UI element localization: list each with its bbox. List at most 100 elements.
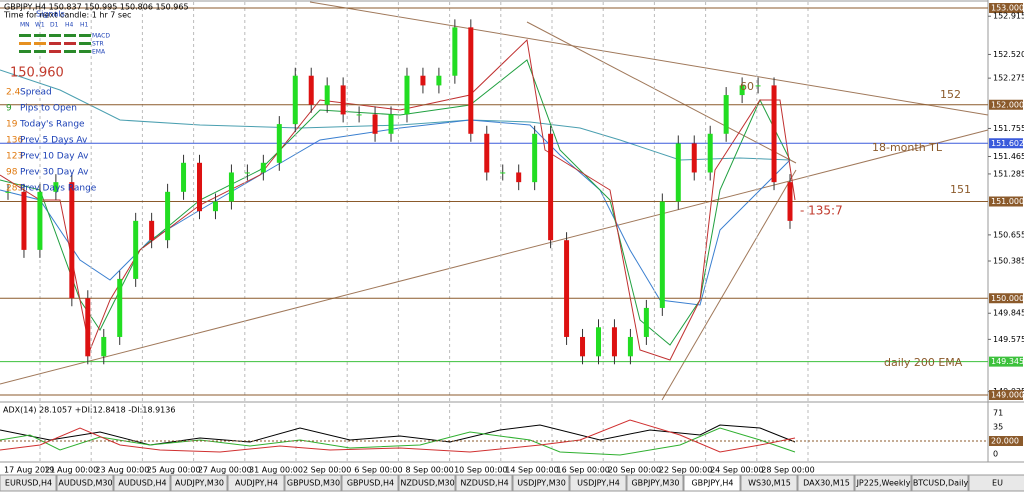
tab[interactable] xyxy=(911,474,969,492)
date-label: 16 Sep 00:00 xyxy=(556,466,609,475)
tab-label[interactable]: DAX30,M15 xyxy=(803,479,850,488)
signal-cell xyxy=(79,50,91,53)
tab[interactable] xyxy=(113,474,171,492)
tab[interactable] xyxy=(227,474,285,492)
candle xyxy=(260,162,266,173)
tab-label[interactable]: JP225,Weekly xyxy=(856,479,911,488)
price-tick-label: 151.602 xyxy=(991,139,1024,148)
candle xyxy=(37,191,43,250)
tab[interactable] xyxy=(341,474,399,492)
candle xyxy=(723,95,729,134)
indicator-tick-label: 35 xyxy=(993,423,1003,432)
date-label: 14 Sep 00:00 xyxy=(505,466,558,475)
stat-label: Prev 30 Day Av xyxy=(20,168,89,178)
date-label: 31 Aug 00:00 xyxy=(249,466,303,475)
candle xyxy=(787,182,793,221)
date-label: 27 Aug 00:00 xyxy=(198,466,252,475)
signal-cell xyxy=(79,42,91,45)
level-badge xyxy=(989,196,1023,207)
signal-cell xyxy=(34,50,46,53)
tab-label[interactable]: GBPJPY,H4 xyxy=(691,479,733,488)
annotation: 152 xyxy=(940,88,961,101)
trendline xyxy=(0,129,989,385)
tab-label[interactable]: AUDUSD,H4 xyxy=(118,479,166,488)
tab[interactable] xyxy=(683,474,741,492)
stat-value: 98 xyxy=(6,168,18,178)
tab[interactable] xyxy=(455,474,513,492)
candle xyxy=(212,201,218,212)
date-label: 25 Aug 00:00 xyxy=(147,466,201,475)
candle xyxy=(691,143,697,173)
candle xyxy=(707,133,713,173)
signal-row-label: EMA xyxy=(92,49,106,56)
candle xyxy=(516,172,522,183)
date-label: 22 Sep 00:00 xyxy=(659,466,712,475)
annotation: 151 xyxy=(950,183,971,196)
stat-value: 19 xyxy=(6,120,18,130)
price-tick-label: 149.845 xyxy=(993,309,1024,318)
candle xyxy=(500,172,506,174)
candle xyxy=(611,327,617,357)
candle xyxy=(468,27,474,134)
candle xyxy=(548,133,554,241)
tab-label[interactable]: USDJPY,M30 xyxy=(517,479,566,488)
tab-label[interactable]: GBPUSD,H4 xyxy=(347,479,394,488)
tab-label[interactable]: AUDJPY,H4 xyxy=(235,479,278,488)
tab-label[interactable]: USDJPY,H4 xyxy=(577,479,620,488)
stat-label: Prev Days Range xyxy=(20,184,97,194)
stat-label: Prev 10 Day Av xyxy=(20,152,89,162)
tab[interactable] xyxy=(512,474,570,492)
price-tick-label: 152.520 xyxy=(993,50,1024,59)
tab[interactable] xyxy=(797,474,855,492)
trendline xyxy=(526,21,797,164)
tab[interactable] xyxy=(170,474,228,492)
level-badge xyxy=(989,436,1023,446)
tab-label[interactable]: GBPJPY,M30 xyxy=(631,479,679,488)
tab[interactable] xyxy=(0,474,57,492)
tab-label[interactable]: EU xyxy=(992,479,1003,488)
tab[interactable] xyxy=(626,474,684,492)
stat-value: 283 xyxy=(6,184,23,194)
tab-label[interactable]: WS30,M15 xyxy=(748,479,791,488)
candle xyxy=(197,162,203,212)
tab[interactable] xyxy=(398,474,456,492)
signal-timeframe: D1 xyxy=(50,22,59,29)
tab-label[interactable]: NZDUSD,H4 xyxy=(460,479,508,488)
price-tick-label: 152.275 xyxy=(993,74,1024,83)
tab[interactable] xyxy=(569,474,627,492)
date-label: 10 Sep 00:00 xyxy=(454,466,507,475)
tab[interactable] xyxy=(968,474,1024,492)
tab-label[interactable]: NZDUSD,M30 xyxy=(400,479,454,488)
candle xyxy=(643,307,649,337)
candle xyxy=(771,85,777,183)
price-tick-label: 152.915 xyxy=(993,12,1024,21)
tab-label[interactable]: GBPUSD,M30 xyxy=(287,479,340,488)
candle xyxy=(117,278,123,337)
tab[interactable] xyxy=(284,474,342,492)
tab[interactable] xyxy=(740,474,798,492)
tab[interactable] xyxy=(854,474,912,492)
level-badge xyxy=(989,293,1023,304)
signal-row-label: STR xyxy=(92,41,104,48)
candle xyxy=(5,191,11,193)
tab-label[interactable]: AUDUSD,M30 xyxy=(58,479,112,488)
stat-value: 136 xyxy=(6,136,23,146)
tab[interactable] xyxy=(56,474,114,492)
tab-label[interactable]: EURUSD,H4 xyxy=(5,479,52,488)
price-tick-label: 151.465 xyxy=(993,152,1024,161)
adx-line xyxy=(0,424,796,446)
price-display: 150.960 xyxy=(10,66,64,81)
candle xyxy=(372,114,378,134)
tab-label[interactable]: AUDJPY,M30 xyxy=(175,479,224,488)
date-label: 8 Sep 00:00 xyxy=(405,466,453,475)
candle xyxy=(532,133,538,183)
signal-cell xyxy=(79,34,91,37)
signal-timeframe: MN xyxy=(20,22,30,29)
signal-cell xyxy=(34,42,46,45)
candle xyxy=(404,75,410,115)
tab-label[interactable]: BTCUSD,Daily xyxy=(913,479,969,488)
candle xyxy=(436,75,442,86)
candle xyxy=(181,162,187,192)
